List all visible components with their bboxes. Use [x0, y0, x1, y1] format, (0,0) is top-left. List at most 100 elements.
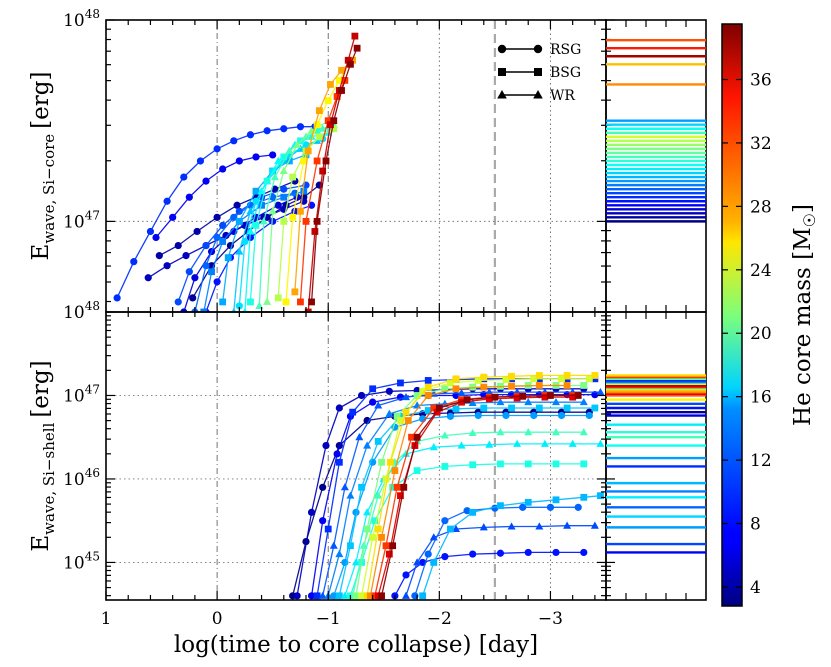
si-shell-bsg-point [404, 417, 412, 424]
si-core-rsg-point [189, 294, 197, 302]
si-core-wr-point [318, 124, 327, 132]
si-core-rsg-point [130, 258, 138, 266]
si-shell-wr-point [579, 428, 588, 436]
si-shell-side-frame [605, 311, 707, 601]
si-shell-bsg-point [563, 372, 571, 379]
si-shell-wr-point [485, 440, 494, 448]
si-shell-rsg-point [563, 391, 571, 399]
si-shell-rsg-point [557, 411, 566, 420]
si-shell-bsg-point [352, 592, 360, 600]
si-shell-rsg-point [307, 508, 316, 516]
si-shell-bsg-point [382, 542, 390, 550]
si-shell-bsg-point [424, 392, 432, 399]
si-core-rsg-point [252, 153, 260, 161]
si-shell-ylabel-unit: [erg] [28, 360, 54, 417]
si-shell-rsg-point [552, 548, 560, 557]
si-core-bsg-point [291, 288, 299, 296]
si-core-rsg-point [280, 185, 288, 193]
si-shell-ylabel-sub: wave, Si−shell [40, 422, 58, 534]
si-shell-wr-point [590, 521, 599, 529]
si-shell-bsg-point [419, 592, 427, 600]
si-core-bsg-point [200, 308, 208, 312]
si-core-rsg-point [185, 193, 193, 201]
si-shell-wr-point [363, 441, 372, 449]
si-shell-bsg-point [358, 592, 365, 600]
si-shell-bsg-point [574, 392, 582, 399]
si-core-bsg-point [280, 153, 288, 161]
si-shell-rsg-point [402, 571, 410, 579]
si-shell-wr-point [374, 401, 383, 409]
si-shell-bsg-point [580, 382, 588, 389]
si-shell-y-tick-power: 45 [85, 549, 100, 563]
si-shell-y-tick-label: 1045 [63, 549, 100, 573]
si-core-bsg-point [338, 66, 345, 74]
x-tick-label: 1 [101, 609, 112, 629]
si-shell-bsg-point [402, 408, 410, 416]
si-shell-wr-point [429, 443, 438, 451]
colorbar-tick-label: 24 [750, 261, 772, 281]
si-shell-wr-point [457, 388, 466, 396]
si-shell-bsg-point [400, 483, 408, 491]
si-shell-rsg-point [524, 548, 532, 557]
si-shell-rsg-point [519, 503, 527, 511]
colorbar-tick-label: 36 [750, 71, 772, 91]
si-shell-bsg-point [480, 383, 488, 391]
si-shell-rsg-point [502, 411, 510, 420]
si-core-ylabel-sub: wave, Si−core [40, 134, 58, 244]
si-shell-bsg-point [591, 372, 599, 379]
si-shell-rsg-point [357, 391, 366, 400]
si-shell-bsg-point [430, 559, 438, 566]
si-shell-bsg-point [347, 542, 354, 550]
si-core-rsg-point [271, 185, 279, 193]
si-shell-series-line [296, 388, 584, 596]
si-shell-y-tick-base: 10 [63, 470, 85, 490]
si-shell-wr-point [355, 433, 364, 441]
si-shell-wr-point [452, 524, 460, 533]
si-shell-bsg-point [378, 592, 385, 600]
si-shell-bsg-point [558, 375, 565, 383]
si-shell-wr-point [507, 522, 516, 530]
si-shell-wr-point [413, 558, 422, 566]
si-core-rsg-point [185, 268, 193, 276]
si-core-rsg-point [191, 274, 199, 282]
si-shell-wr-point [496, 428, 505, 436]
si-shell-bsg-point [502, 376, 510, 384]
colorbar-label-main: He core mass [M [790, 227, 816, 426]
si-shell-y-tick-base: 10 [63, 303, 85, 323]
si-core-bsg-point [280, 193, 288, 201]
si-shell-bsg-point [397, 417, 404, 424]
si-shell-bsg-point [552, 496, 560, 504]
si-shell-y-tick-power: 47 [85, 382, 100, 396]
si-shell-rsg-point [335, 404, 343, 412]
si-core-y-tick-label: 1048 [63, 7, 100, 31]
si-core-bsg-point [322, 157, 330, 165]
si-core-rsg-point [230, 213, 238, 221]
si-shell-bsg-point [491, 393, 499, 401]
si-shell-bsg-point [524, 460, 532, 468]
si-core-bsg-point [315, 133, 323, 141]
si-core-rsg-point [230, 137, 238, 145]
si-shell-series-line [344, 443, 601, 597]
si-shell-wr-point [596, 387, 605, 396]
si-shell-bsg-point [335, 592, 343, 600]
si-shell-bsg-point [419, 387, 427, 395]
x-tick-label: −3 [538, 609, 563, 629]
si-core-wr-point [293, 140, 302, 148]
si-shell-series-line [292, 411, 590, 596]
si-shell-bsg-point [397, 492, 404, 500]
si-core-bsg-point [353, 44, 361, 52]
si-core-bsg-point [304, 308, 312, 312]
si-core-bsg-point [219, 298, 227, 306]
si-shell-series-line [374, 394, 573, 596]
si-shell-bsg-point [374, 437, 382, 445]
si-shell-bsg-point [497, 502, 504, 510]
si-core-rsg-point [174, 241, 182, 250]
si-core-bsg-point [313, 217, 321, 225]
si-core-y-tick-base: 10 [63, 212, 85, 232]
si-core-rsg-point [269, 151, 277, 159]
si-core-rsg-point [152, 233, 160, 242]
si-core-bsg-point [311, 228, 319, 235]
si-shell-bsg-point [519, 392, 527, 400]
si-shell-rsg-point [385, 387, 393, 395]
